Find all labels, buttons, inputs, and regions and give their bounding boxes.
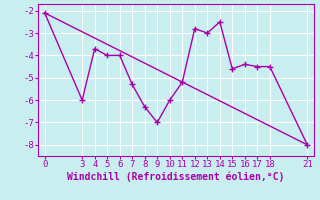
X-axis label: Windchill (Refroidissement éolien,°C): Windchill (Refroidissement éolien,°C) — [67, 172, 285, 182]
